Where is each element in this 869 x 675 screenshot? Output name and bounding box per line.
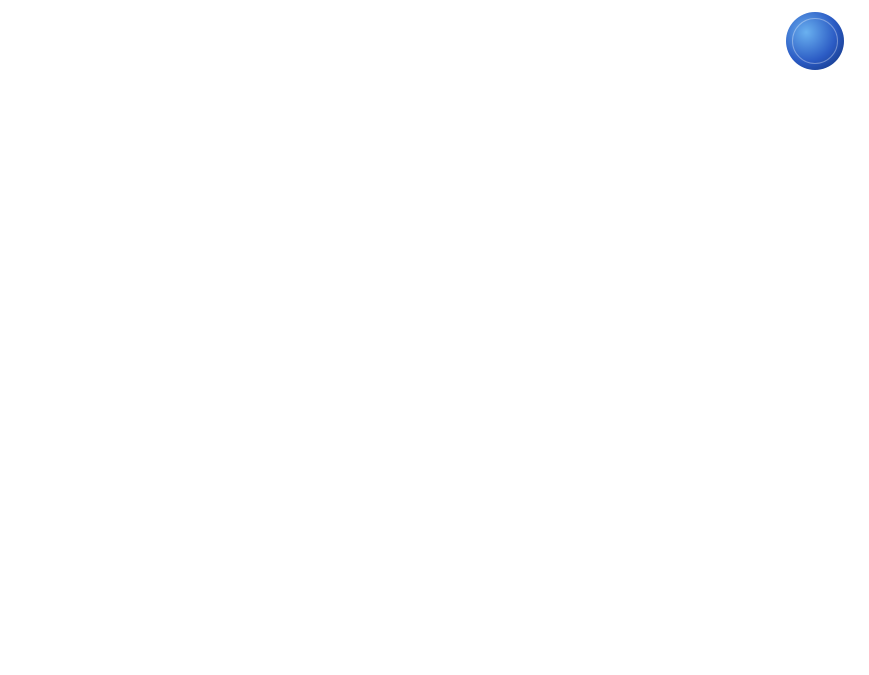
cagr-arrow-icon <box>45 95 355 285</box>
bar-chart-stage <box>45 95 355 285</box>
globe-icon <box>786 12 844 70</box>
donut-chart <box>30 373 260 603</box>
market-size-bar-chart <box>45 95 355 325</box>
application-segment-panel <box>448 368 848 384</box>
brand-logo <box>786 12 844 89</box>
regional-analysis-panel <box>30 365 430 603</box>
donut-hole <box>92 435 198 541</box>
key-players-panel <box>450 90 840 108</box>
